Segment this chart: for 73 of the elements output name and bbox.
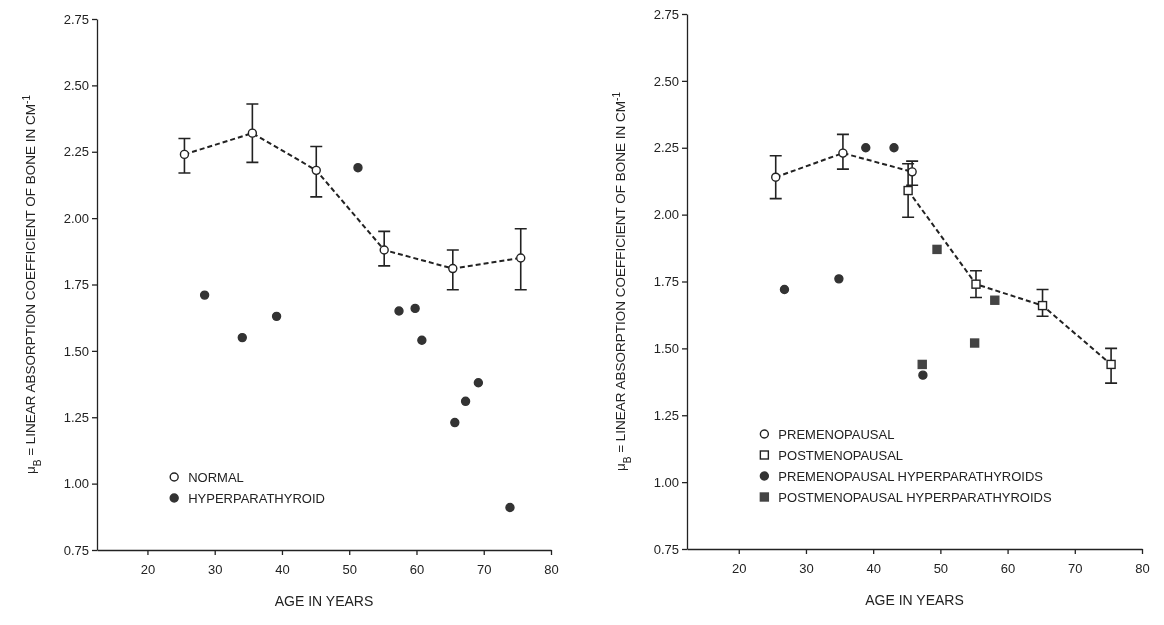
x-tick-label: 80 [1135, 560, 1150, 576]
point [861, 143, 871, 153]
point [1037, 300, 1048, 311]
y-tick-label: 0.75 [63, 542, 89, 558]
y-tick-label: 1.50 [653, 341, 679, 357]
y-tick-label: 2.50 [63, 78, 89, 94]
legend-label: PREMENOPAUSAL HYPERPARATHYROIDS [778, 468, 1044, 484]
point [460, 396, 471, 407]
point [247, 128, 258, 138]
x-tick-label: 20 [732, 560, 747, 576]
point [971, 279, 981, 289]
y-tick-label: 1.50 [63, 343, 89, 359]
point [834, 274, 844, 284]
point [394, 306, 404, 316]
x-tick-label: 30 [799, 560, 814, 576]
x-tick-label: 50 [342, 561, 357, 577]
y-tick-label: 0.75 [653, 541, 679, 557]
point [271, 311, 282, 322]
y-tick-label: 2.00 [63, 210, 89, 226]
point [417, 335, 427, 345]
point [838, 148, 848, 158]
point [179, 149, 190, 160]
point [237, 332, 247, 343]
point [1106, 359, 1116, 370]
x-tick-label: 30 [207, 561, 223, 577]
y-tick-label: 1.00 [63, 476, 89, 492]
y-tick-label: 1.25 [63, 409, 89, 425]
y-tick-label: 2.25 [63, 144, 89, 160]
x-tick-label: 60 [1000, 560, 1016, 576]
point [779, 284, 790, 295]
x-tick-label: 50 [933, 560, 949, 576]
point [889, 143, 899, 153]
point [379, 245, 389, 255]
point [990, 295, 1000, 305]
point [907, 167, 917, 177]
point [199, 290, 210, 300]
y-tick-label: 2.50 [653, 73, 679, 89]
point [353, 162, 363, 173]
y-tick-label: 2.25 [653, 140, 679, 156]
point [473, 378, 484, 388]
point [410, 303, 420, 314]
point [917, 359, 927, 370]
y-tick-label: 2.75 [63, 11, 89, 27]
point [932, 244, 942, 255]
point [448, 263, 458, 274]
point [450, 417, 460, 428]
legend-label: POSTMENOPAUSAL [778, 447, 904, 463]
legend-label: NORMAL [188, 469, 244, 485]
x-axis-title: AGE IN YEARS [274, 593, 374, 609]
x-axis-title: AGE IN YEARS [865, 592, 964, 608]
point [516, 253, 526, 263]
point [918, 370, 928, 380]
point [903, 185, 913, 196]
x-tick-label: 70 [1068, 560, 1083, 576]
y-tick-label: 1.75 [653, 274, 679, 290]
x-tick-label: 20 [140, 561, 156, 577]
x-tick-label: 80 [544, 561, 559, 577]
x-tick-label: 70 [477, 561, 492, 577]
x-tick-label: 60 [409, 561, 425, 577]
y-tick-label: 1.00 [653, 474, 679, 490]
y-tick-label: 2.75 [653, 6, 679, 22]
legend-label: HYPERPARATHYROID [188, 490, 325, 506]
y-tick-label: 2.00 [653, 207, 679, 223]
point [969, 338, 980, 348]
legend-label: POSTMENOPAUSAL HYPERPARATHYROIDS [778, 489, 1052, 505]
y-tick-label: 1.75 [63, 277, 89, 293]
x-tick-label: 40 [866, 560, 881, 576]
point [771, 172, 781, 182]
legend-label: PREMENOPAUSAL [778, 426, 895, 442]
point [311, 165, 321, 176]
point [505, 502, 515, 513]
x-tick-label: 40 [275, 561, 290, 577]
y-tick-label: 1.25 [653, 407, 679, 423]
